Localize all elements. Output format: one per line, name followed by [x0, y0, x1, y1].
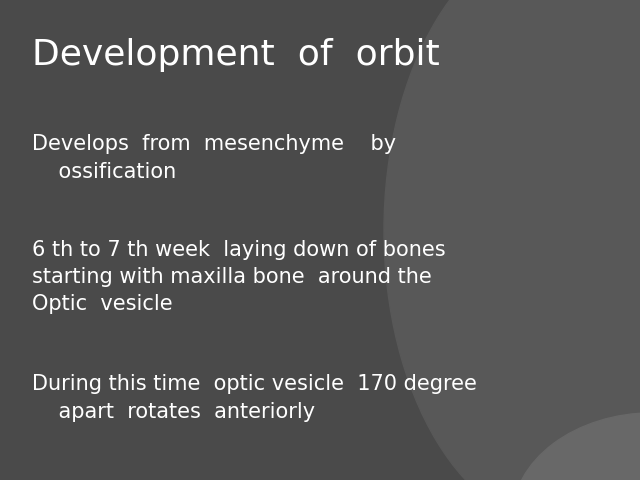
Text: During this time  optic vesicle  170 degree
    apart  rotates  anteriorly: During this time optic vesicle 170 degre…	[32, 374, 477, 421]
Text: Development  of  orbit: Development of orbit	[32, 38, 440, 72]
Text: Develops  from  mesenchyme    by
    ossification: Develops from mesenchyme by ossification	[32, 134, 396, 181]
Text: 6 th to 7 th week  laying down of bones
starting with maxilla bone  around the
O: 6 th to 7 th week laying down of bones s…	[32, 240, 445, 314]
Circle shape	[512, 413, 640, 480]
Ellipse shape	[384, 0, 640, 480]
